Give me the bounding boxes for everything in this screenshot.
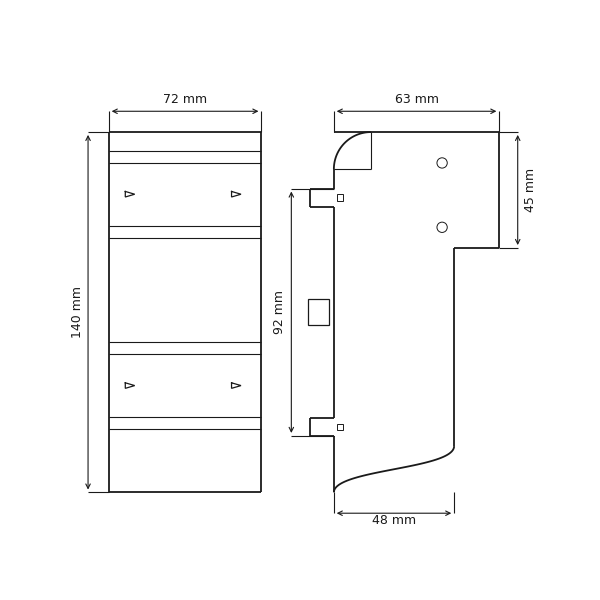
Text: 140 mm: 140 mm [71,286,85,338]
Text: 92 mm: 92 mm [273,290,286,334]
Bar [337,424,343,430]
Text: 45 mm: 45 mm [524,168,537,212]
Text: 63 mm: 63 mm [395,93,439,106]
Text: 48 mm: 48 mm [372,514,416,527]
Bar [337,194,343,201]
Bar [308,299,329,325]
Text: 72 mm: 72 mm [163,93,207,106]
